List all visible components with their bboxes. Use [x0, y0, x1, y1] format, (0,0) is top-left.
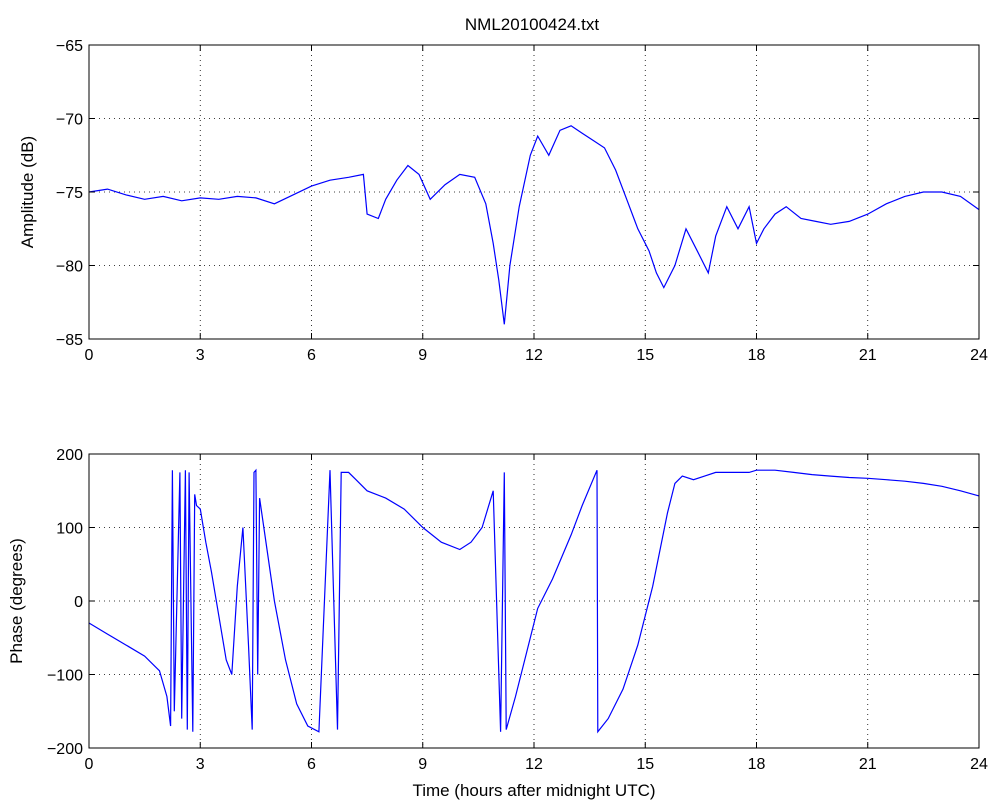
y-tick-label: 100 — [56, 521, 83, 538]
x-tick-label: 3 — [196, 756, 205, 773]
x-tick-label: 15 — [636, 347, 654, 364]
x-tick-label: 0 — [85, 347, 94, 364]
y-axis-label: Amplitude (dB) — [18, 136, 37, 248]
amplitude-panel: 0 3 6 9 12 15 18 21 24 −85 −80 −75 −70 −65 Amplitude (… — [18, 38, 988, 364]
x-tick-label: 24 — [970, 347, 988, 364]
x-tick-label: 18 — [748, 756, 766, 773]
y-tick-label: 200 — [56, 447, 83, 464]
x-tick-label: 15 — [636, 756, 654, 773]
y-tick-label: −70 — [56, 112, 83, 129]
x-tick-label: 12 — [525, 756, 543, 773]
x-tick-label: 18 — [748, 347, 766, 364]
y-tick-label: −85 — [56, 332, 83, 349]
x-tick-label: 21 — [859, 756, 877, 773]
y-tick-label: −100 — [47, 668, 83, 685]
x-tick-label: 9 — [418, 347, 427, 364]
phase-panel: 0 3 6 9 12 15 18 21 24 −200 −100 0 100 200 Phase (degr… — [7, 447, 988, 800]
x-axis-label: Time (hours after midnight UTC) — [412, 781, 655, 800]
y-tick-label: −80 — [56, 259, 83, 276]
y-tick-label: −200 — [47, 741, 83, 758]
phase-series-line — [88, 468, 980, 734]
x-tick-label: 24 — [970, 756, 988, 773]
amplitude-series-line — [88, 125, 980, 325]
x-tick-label: 21 — [859, 347, 877, 364]
y-tick-label: −75 — [56, 185, 83, 202]
chart-title: NML20100424.txt — [465, 15, 599, 34]
x-tick-label: 3 — [196, 347, 205, 364]
x-tick-label: 6 — [307, 756, 316, 773]
x-tick-label: 6 — [307, 347, 316, 364]
x-tick-label: 9 — [418, 756, 427, 773]
y-tick-label: −65 — [56, 38, 83, 55]
x-tick-label: 0 — [85, 756, 94, 773]
y-tick-label: 0 — [74, 594, 83, 611]
x-tick-label: 12 — [525, 347, 543, 364]
y-axis-label: Phase (degrees) — [7, 538, 26, 664]
